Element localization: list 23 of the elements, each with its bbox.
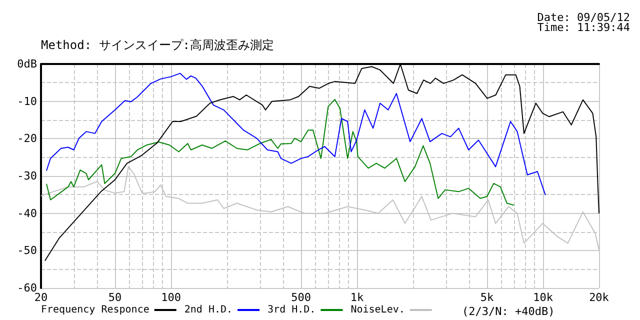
y-tick-label: -10 xyxy=(17,94,37,108)
x-tick-label: 20k xyxy=(589,291,610,304)
y-tick-label: -20 xyxy=(17,132,37,146)
x-tick-label: 500 xyxy=(291,291,311,304)
legend-label: 3rd H.D. xyxy=(268,304,316,316)
y-tick-label: -40 xyxy=(17,206,37,220)
y-tick-label: -50 xyxy=(17,244,37,258)
x-tick-label: 50 xyxy=(108,291,122,304)
legend-label: NoiseLev. xyxy=(350,304,405,316)
x-tick-label: 10k xyxy=(533,291,554,304)
legend-label: Frequency Responce xyxy=(40,304,150,316)
chart-title: Method: サインスイープ:高周波歪み測定 xyxy=(41,38,274,52)
x-tick-label: 1k xyxy=(350,291,364,304)
x-tick-label: 20 xyxy=(34,291,48,304)
x-tick-label: 100 xyxy=(161,291,181,304)
y-tick-label: -30 xyxy=(17,170,37,182)
legend-label: 2nd H.D. xyxy=(184,304,233,316)
text: (2/3/N: +40dB) xyxy=(462,305,555,318)
text: Time: 11:39:44 xyxy=(537,21,630,34)
y-tick-label: -60 xyxy=(17,282,37,294)
y-tick-label: 0dB xyxy=(17,58,38,70)
text: Date: 09/05/12 xyxy=(537,11,630,24)
x-tick-label: 5k xyxy=(480,291,494,304)
